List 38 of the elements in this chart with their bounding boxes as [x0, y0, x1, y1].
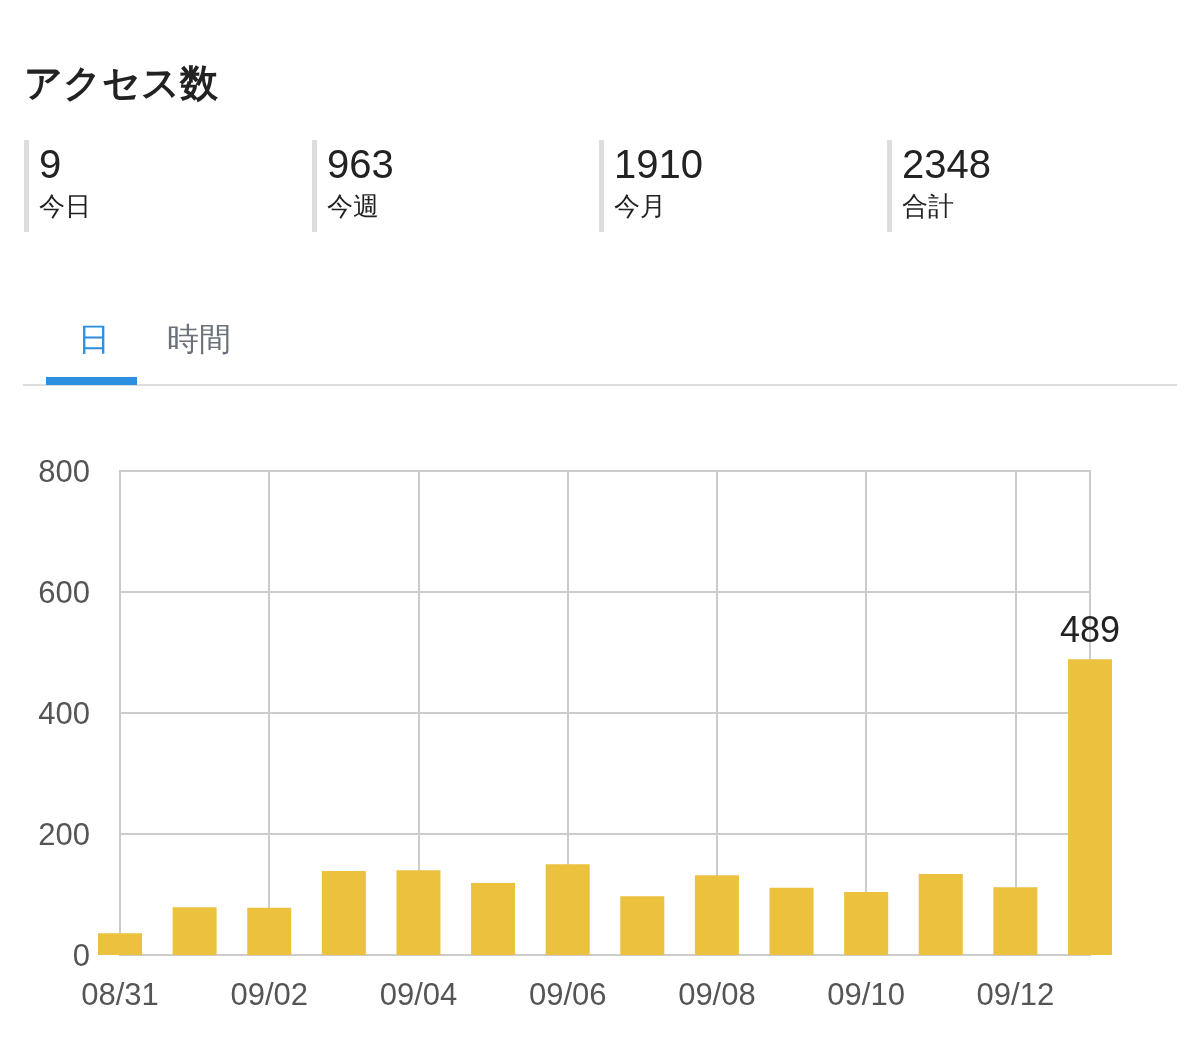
- x-tick-label: 09/10: [827, 977, 905, 1012]
- bar: [993, 887, 1038, 955]
- text: 今日: [39, 190, 91, 223]
- x-tick-label: 09/04: [379, 977, 458, 1012]
- bar: [471, 883, 516, 955]
- text: 今週: [327, 190, 380, 223]
- text: 963: [327, 141, 394, 188]
- text: 1910: [614, 141, 703, 188]
- bar: [321, 870, 366, 955]
- text: 時間: [167, 320, 231, 359]
- y-tick-label: 200: [38, 816, 90, 852]
- bar: [1068, 659, 1112, 955]
- text: 今月: [614, 190, 667, 223]
- bar: [620, 896, 665, 955]
- bar: [844, 892, 889, 955]
- chart-title: アクセス数: [24, 61, 218, 106]
- text: 合計: [902, 190, 955, 223]
- data-label: 489: [1059, 608, 1121, 650]
- y-tick-label: 400: [38, 695, 90, 731]
- x-tick-label: 09/02: [230, 977, 309, 1012]
- y-tick-label: 0: [72, 937, 90, 973]
- x-tick-label: 09/06: [528, 977, 607, 1012]
- bar: [694, 875, 739, 955]
- bar: [918, 873, 963, 955]
- text: 日: [78, 320, 110, 359]
- bar: [247, 907, 292, 955]
- text: 9: [39, 141, 63, 188]
- x-tick-label: 08/31: [81, 977, 159, 1012]
- x-tick-label: 09/12: [976, 977, 1055, 1012]
- bar: [545, 864, 590, 955]
- bar: [396, 870, 441, 955]
- bar: [172, 907, 217, 955]
- bar: [769, 887, 814, 955]
- bar: [98, 933, 142, 955]
- y-tick-label: 800: [38, 453, 90, 489]
- x-tick-label: 09/08: [678, 977, 756, 1012]
- text: 2348: [902, 141, 991, 188]
- y-tick-label: 600: [38, 574, 90, 610]
